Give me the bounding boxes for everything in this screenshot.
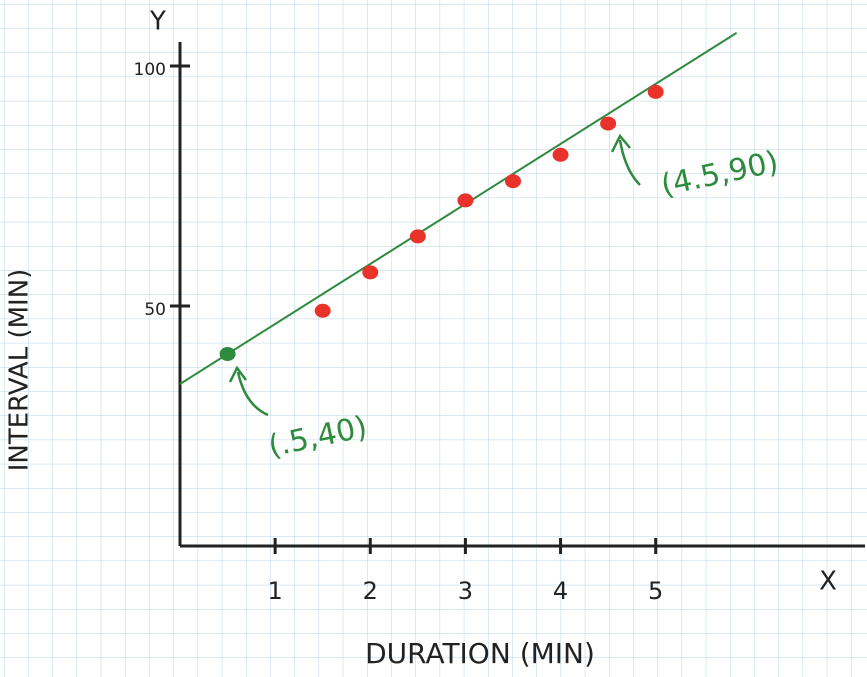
data-point xyxy=(648,85,664,99)
x-tick-label: 2 xyxy=(363,577,378,605)
data-point xyxy=(362,265,378,279)
data-point xyxy=(505,174,521,188)
y-tick-label: 50 xyxy=(144,300,166,320)
data-point xyxy=(600,117,616,131)
x-tick-label: 4 xyxy=(553,577,568,605)
y-tick-label: 100 xyxy=(134,60,166,80)
data-point xyxy=(553,148,569,162)
x-tick-label: 5 xyxy=(648,577,663,605)
data-point xyxy=(220,347,236,361)
data-point xyxy=(410,229,426,243)
x-tick-label: 3 xyxy=(458,577,473,605)
graph-paper xyxy=(0,0,867,677)
y-axis-letter: Y xyxy=(149,7,166,37)
data-point xyxy=(457,193,473,207)
x-axis-letter: X xyxy=(819,567,837,597)
x-tick-label: 1 xyxy=(267,577,282,605)
y-axis-label: INTERVAL (MIN) xyxy=(5,269,35,472)
x-axis-label: DURATION (MIN) xyxy=(365,637,595,670)
chart: 1 2 3 4 5 50 100 INTERVAL (MIN) DURATION (MIN)… xyxy=(0,0,867,677)
data-point xyxy=(315,304,331,318)
